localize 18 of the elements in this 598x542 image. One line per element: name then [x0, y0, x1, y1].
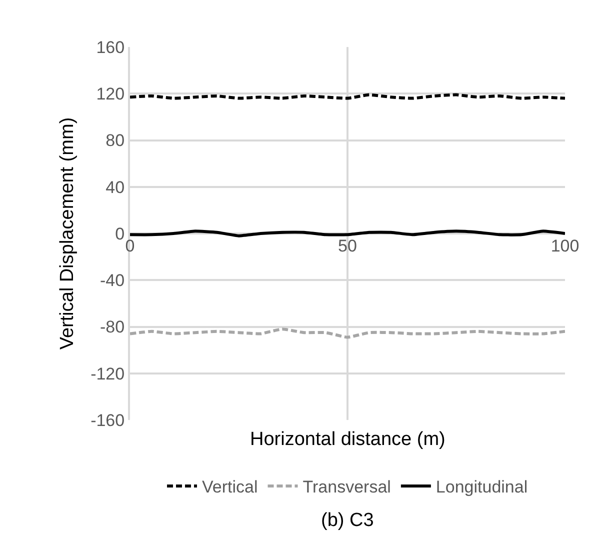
legend-label: Transversal	[302, 478, 391, 497]
legend-label: Longitudinal	[436, 478, 528, 497]
x-tick-label: 100	[550, 236, 580, 256]
y-tick-label: 80	[106, 131, 125, 150]
text: (b) C3	[321, 510, 374, 531]
y-tick-label: -40	[100, 271, 125, 290]
y-axis-title: Vertical Displacement (mm)	[56, 117, 78, 350]
y-tick-label: -80	[100, 318, 125, 337]
y-tick-label: 160	[96, 38, 125, 57]
y-tick-label: 40	[106, 178, 125, 197]
line-series	[130, 328, 565, 339]
y-tick-label: 120	[96, 84, 125, 104]
y-tick-label: -120	[90, 364, 125, 384]
y-tick-label: -160	[90, 410, 125, 430]
legend-label: Vertical	[202, 478, 258, 497]
y-tick-label: 0	[115, 224, 125, 244]
x-axis-title: Horizontal distance (m)	[250, 429, 446, 450]
x-tick-label: 50	[338, 236, 357, 256]
